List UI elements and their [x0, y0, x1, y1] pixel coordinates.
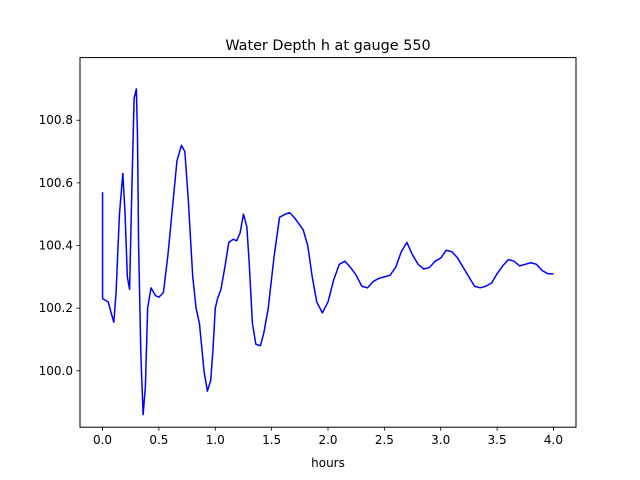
x-axis-label: hours	[311, 456, 345, 470]
y-tick-label: 100.2	[39, 301, 73, 315]
x-tick-label: 3.5	[488, 433, 507, 447]
y-axis: 100.0 100.2 100.4 100.6 100.8	[39, 113, 80, 378]
plot-area	[101, 88, 554, 416]
x-tick-label: 2.5	[375, 433, 394, 447]
y-tick-label: 100.0	[39, 364, 73, 378]
x-tick-label: 4.0	[544, 433, 563, 447]
y-tick-label: 100.8	[39, 113, 73, 127]
x-tick-label: 1.5	[262, 433, 281, 447]
series-line-0	[101, 88, 554, 416]
y-tick-label: 100.4	[39, 239, 73, 253]
x-tick-label: 1.0	[206, 433, 225, 447]
x-tick-label: 3.0	[431, 433, 450, 447]
x-tick-label: 0.0	[93, 433, 112, 447]
axes-frame	[79, 57, 577, 428]
chart-title: Water Depth h at gauge 550	[225, 38, 430, 54]
x-axis: 0.0 0.5 1.0 1.5 2.0 2.5 3.0 3.5 4.0	[93, 427, 563, 447]
x-tick-label: 2.0	[318, 433, 337, 447]
y-tick-label: 100.6	[39, 176, 73, 190]
x-tick-label: 0.5	[149, 433, 168, 447]
